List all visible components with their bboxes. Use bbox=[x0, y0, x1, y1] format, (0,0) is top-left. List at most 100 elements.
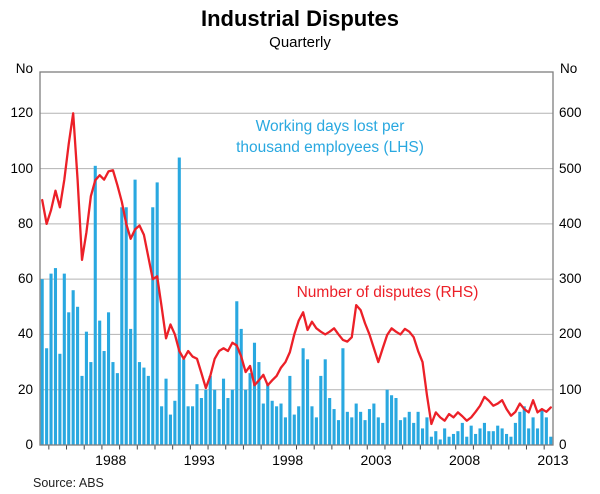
bar bbox=[124, 207, 128, 445]
bar bbox=[217, 409, 221, 445]
bar bbox=[412, 422, 416, 445]
bar bbox=[67, 312, 71, 445]
bar bbox=[509, 436, 513, 445]
bar bbox=[261, 403, 265, 445]
bar bbox=[89, 362, 93, 445]
bar bbox=[221, 378, 226, 445]
bar bbox=[155, 182, 159, 445]
x-axis-label-2013: 2013 bbox=[537, 452, 569, 468]
bar bbox=[535, 428, 540, 445]
bar bbox=[328, 398, 332, 445]
bar bbox=[443, 428, 447, 445]
bar bbox=[208, 375, 212, 445]
bar bbox=[451, 433, 456, 445]
bar bbox=[540, 409, 544, 445]
bar bbox=[204, 389, 208, 445]
bar bbox=[177, 157, 181, 445]
bar bbox=[98, 320, 102, 445]
bar bbox=[465, 436, 469, 445]
left-axis-label-100: 100 bbox=[10, 160, 33, 176]
bar bbox=[496, 425, 500, 445]
bar bbox=[102, 351, 106, 445]
chart-title: Industrial Disputes bbox=[200, 6, 400, 31]
bar bbox=[230, 389, 234, 445]
bar bbox=[283, 417, 287, 445]
bar bbox=[376, 417, 380, 445]
bar bbox=[252, 342, 257, 445]
bar bbox=[288, 375, 292, 445]
bar bbox=[403, 417, 407, 445]
bar bbox=[416, 411, 420, 445]
bar bbox=[292, 414, 296, 445]
bar bbox=[513, 422, 517, 445]
bar bbox=[106, 312, 111, 445]
bar bbox=[385, 389, 389, 445]
bar bbox=[420, 428, 425, 445]
bar bbox=[58, 353, 62, 445]
bar bbox=[45, 348, 49, 445]
bar bbox=[544, 417, 548, 445]
bar bbox=[500, 428, 504, 445]
bar bbox=[164, 378, 168, 445]
bar bbox=[53, 268, 58, 445]
right-axis-label-0: 0 bbox=[559, 437, 567, 452]
bar bbox=[151, 207, 155, 445]
bar bbox=[359, 411, 363, 445]
bar bbox=[425, 417, 429, 445]
bar bbox=[505, 433, 509, 445]
bar bbox=[182, 359, 186, 445]
bar bbox=[336, 420, 341, 445]
bar bbox=[350, 417, 354, 445]
bar bbox=[518, 411, 522, 445]
bar bbox=[239, 328, 243, 445]
x-axis-label-2003: 2003 bbox=[360, 452, 392, 468]
right-axis-label-100: 100 bbox=[559, 381, 582, 397]
bar bbox=[522, 406, 526, 445]
bar bbox=[270, 400, 274, 445]
right-axis-label-200: 200 bbox=[559, 326, 582, 342]
bar bbox=[84, 331, 88, 445]
left-axis-label-120: 120 bbox=[10, 105, 33, 121]
bar bbox=[491, 431, 495, 445]
bar bbox=[429, 436, 433, 445]
bar bbox=[487, 431, 491, 445]
bar bbox=[168, 414, 172, 445]
bar bbox=[367, 409, 372, 445]
x-axis-label-1998: 1998 bbox=[272, 452, 304, 468]
bar bbox=[474, 433, 478, 445]
bar bbox=[244, 389, 248, 445]
right-axis-unit: No bbox=[560, 61, 578, 76]
plot-frame bbox=[39, 71, 554, 446]
bar bbox=[142, 367, 146, 445]
bar bbox=[438, 439, 442, 445]
bar bbox=[111, 362, 115, 445]
bar bbox=[456, 431, 460, 445]
bar bbox=[80, 375, 84, 445]
bar bbox=[372, 403, 376, 445]
bar bbox=[363, 420, 367, 445]
bar bbox=[305, 359, 310, 445]
bar bbox=[62, 273, 66, 445]
source-note: Source: ABS bbox=[33, 476, 104, 490]
bar bbox=[226, 398, 230, 445]
bar bbox=[319, 375, 323, 445]
bar bbox=[160, 406, 164, 445]
bar bbox=[527, 428, 531, 445]
bar bbox=[279, 403, 283, 445]
bar bbox=[407, 411, 411, 445]
bar bbox=[213, 389, 217, 445]
left-axis-label-60: 60 bbox=[17, 271, 33, 287]
right-axis-label-300: 300 bbox=[559, 271, 582, 287]
bar bbox=[341, 348, 345, 445]
bar bbox=[71, 290, 75, 445]
bar bbox=[398, 420, 402, 445]
bar bbox=[266, 384, 270, 445]
bar bbox=[137, 362, 142, 445]
legend-lhs-line2: thousand employees (LHS) bbox=[236, 139, 424, 156]
bar bbox=[115, 373, 119, 445]
bar bbox=[394, 398, 398, 445]
x-axis-label-1993: 1993 bbox=[183, 452, 215, 468]
bar bbox=[173, 400, 177, 445]
left-axis-unit: No bbox=[15, 61, 33, 76]
